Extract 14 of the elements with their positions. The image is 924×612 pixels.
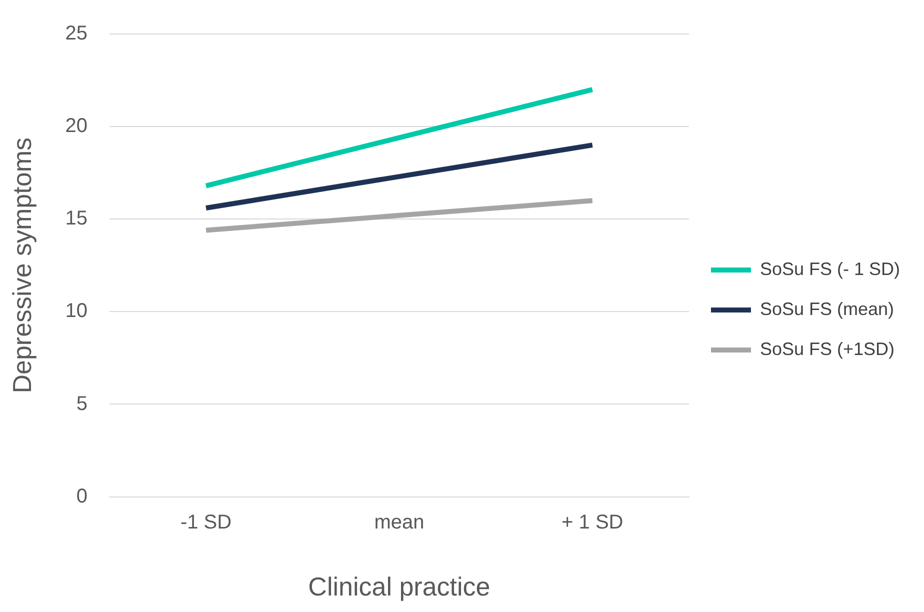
legend-label: SoSu FS (- 1 SD)	[760, 258, 900, 279]
y-axis-title: Depressive symptoms	[6, 138, 37, 394]
y-tick-label: 15	[65, 208, 88, 230]
x-tick-label: + 1 SD	[562, 511, 624, 534]
x-tick-label: -1 SD	[180, 511, 232, 534]
legend-label: SoSu FS (+1SD)	[760, 338, 895, 359]
y-tick-label: 5	[76, 392, 88, 415]
y-tick-label: 10	[65, 300, 88, 322]
y-tick-label: 0	[76, 485, 88, 508]
legend-label: SoSu FS (mean)	[760, 298, 894, 319]
x-axis-title: Clinical practice	[308, 572, 490, 602]
y-tick-label: 25	[65, 22, 88, 45]
x-tick-label: mean	[374, 511, 424, 534]
y-tick-label: 20	[65, 115, 88, 138]
